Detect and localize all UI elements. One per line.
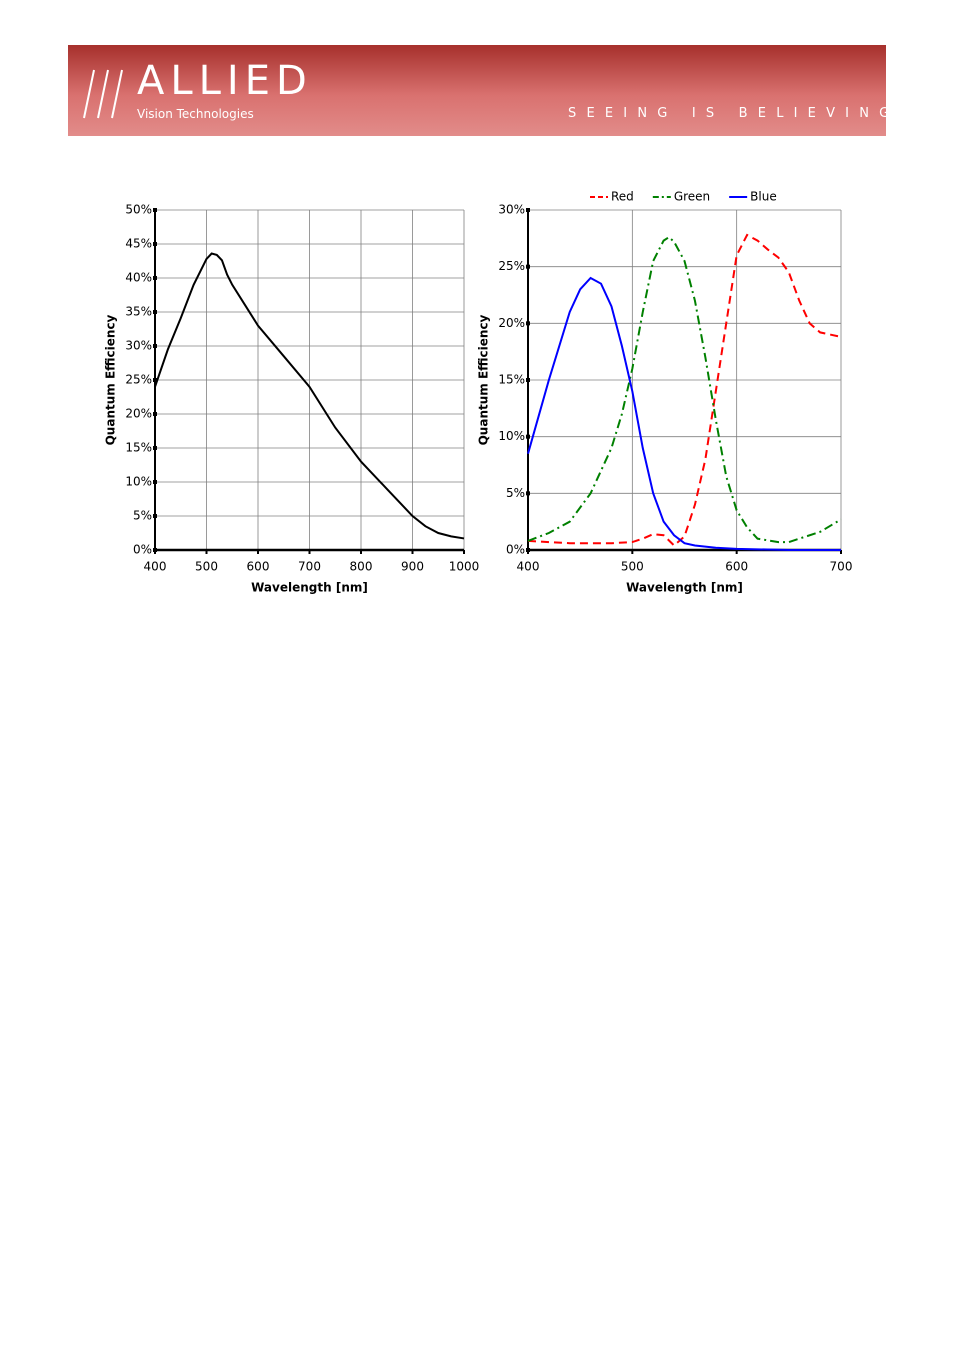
y-tick-label: 50%: [125, 203, 152, 217]
y-axis-label: Quantum Efficiency: [477, 314, 491, 445]
x-tick-label: 700: [298, 560, 321, 574]
data-line: [154, 252, 465, 540]
y-tick-label: 10%: [498, 429, 525, 443]
x-tick-label: 400: [517, 560, 540, 574]
logo: ALLIED: [137, 58, 313, 104]
x-tick-label: 700: [830, 560, 853, 574]
x-tick-label: 600: [725, 560, 748, 574]
x-tick-label: 800: [350, 560, 373, 574]
y-tick-label: 15%: [498, 373, 525, 387]
y-tick-label: 10%: [125, 475, 152, 489]
y-tick-label: 25%: [498, 259, 525, 273]
x-tick-label: 500: [621, 560, 644, 574]
y-tick-label: 20%: [125, 407, 152, 421]
charts: 0% 5% 10% 15% 20% 25% 30% 35% 40% 45% 50% 400 500 600…: [104, 190, 853, 595]
x-tick-label: 900: [401, 560, 424, 574]
tagline: SEEING IS BELIEVING: [568, 106, 900, 121]
data-line: [527, 276, 841, 551]
x-tick-label: 400: [144, 560, 167, 574]
legend-label: Green: [674, 190, 710, 204]
y-tick-label: 20%: [498, 316, 525, 330]
y-tick-label: 30%: [498, 203, 525, 217]
x-axis-label: Wavelength [nm]: [251, 581, 368, 595]
legend-label: Red: [611, 190, 634, 204]
y-tick-label: 0%: [133, 543, 152, 557]
y-tick-label: 30%: [125, 339, 152, 353]
y-tick-label: 15%: [125, 441, 152, 455]
logo-slashes: [83, 69, 123, 119]
y-tick-label: 25%: [125, 373, 152, 387]
header-band: [68, 45, 886, 136]
y-tick-label: 5%: [133, 509, 152, 523]
y-axis-label: Quantum Efficiency: [104, 314, 118, 445]
x-tick-label: 500: [195, 560, 218, 574]
data-line: [527, 235, 842, 544]
x-axis-label: Wavelength [nm]: [626, 581, 743, 595]
y-tick-label: 0%: [506, 543, 525, 557]
data-line: [527, 233, 842, 547]
logo-subtitle: Vision Technologies: [137, 107, 254, 121]
legend-label: Blue: [750, 190, 777, 204]
x-tick-label: 1000: [449, 560, 480, 574]
y-tick-label: 35%: [125, 305, 152, 319]
y-tick-label: 45%: [125, 237, 152, 251]
x-tick-label: 600: [247, 560, 270, 574]
y-tick-label: 5%: [506, 486, 525, 500]
y-tick-label: 40%: [125, 271, 152, 285]
